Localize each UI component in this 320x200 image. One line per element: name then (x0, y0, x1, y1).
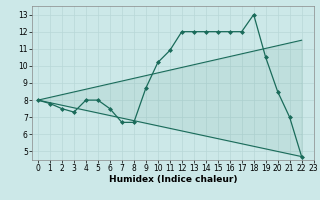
X-axis label: Humidex (Indice chaleur): Humidex (Indice chaleur) (108, 175, 237, 184)
